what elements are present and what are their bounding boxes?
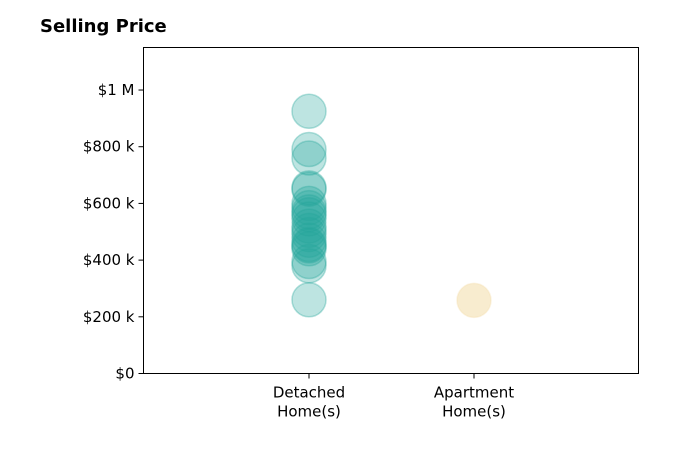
y-tick-label: $800 k <box>83 138 135 156</box>
data-point <box>291 194 327 230</box>
points-layer <box>291 93 492 319</box>
data-point <box>291 243 327 280</box>
data-point <box>291 131 327 168</box>
data-point <box>291 226 327 263</box>
data-point <box>291 228 327 264</box>
data-point <box>291 222 327 259</box>
data-point <box>291 185 327 222</box>
data-point <box>291 189 327 226</box>
x-axis: Detached Home(s)Apartment Home(s) <box>273 373 514 421</box>
x-tick-label: Apartment Home(s) <box>434 384 514 421</box>
data-point <box>291 201 327 237</box>
plot-frame <box>143 47 639 374</box>
data-point <box>291 93 327 130</box>
data-point <box>291 170 327 206</box>
x-tick-label-line: Detached <box>273 384 345 402</box>
y-tick-label: $0 <box>115 365 134 383</box>
data-point <box>291 282 327 318</box>
data-point <box>291 248 327 284</box>
data-point <box>291 140 327 176</box>
x-tick-label-line: Apartment <box>434 384 514 402</box>
y-axis: $0 $200 k $400 k $600 k $800 k $1 M <box>83 81 144 383</box>
data-point <box>291 197 327 233</box>
x-tick-label: Detached Home(s) <box>273 384 345 421</box>
data-point <box>291 216 327 253</box>
y-tick-label: $600 k <box>83 194 135 212</box>
data-point <box>291 171 327 207</box>
y-tick-label: $400 k <box>83 251 135 269</box>
data-point <box>291 212 327 249</box>
y-tick-label: $200 k <box>83 308 135 326</box>
x-tick-label-line: Home(s) <box>442 403 506 421</box>
data-point <box>291 208 327 244</box>
data-point <box>456 282 492 319</box>
y-tick-label: $1 M <box>98 81 135 99</box>
data-point <box>291 231 327 267</box>
x-tick-label-line: Home(s) <box>277 403 341 421</box>
chart-title: Selling Price <box>40 16 167 37</box>
